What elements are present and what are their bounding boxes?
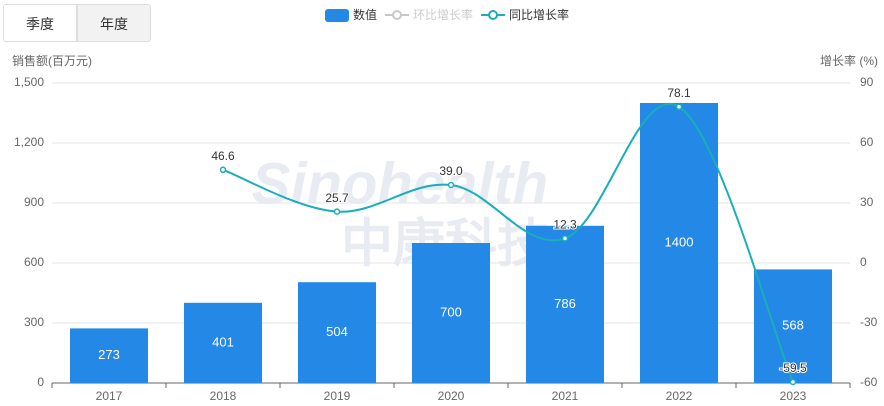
bar [70, 328, 148, 383]
bar-value-label: 504 [326, 324, 348, 339]
bar [754, 269, 832, 383]
line-value-label: -59.5 [779, 361, 807, 375]
tab[interactable]: 季度 [3, 4, 77, 42]
y-tick-label: 1,500 [14, 75, 44, 89]
line-point [789, 378, 797, 386]
y-axis-label: 销售额(百万元) [12, 53, 92, 68]
bar [184, 302, 262, 383]
line-point [675, 103, 683, 111]
y2-tick-label: -30 [860, 315, 878, 329]
x-tick-label: 2018 [210, 389, 237, 403]
y2-tick-label: 0 [860, 255, 867, 269]
x-tick-label: 2023 [780, 389, 807, 403]
bar [298, 282, 376, 383]
bar-value-label: 273 [98, 347, 120, 362]
y2-tick-label: 30 [860, 195, 874, 209]
line-value-label: 46.6 [211, 149, 235, 163]
bar-value-label: 1400 [665, 234, 694, 249]
bar [412, 243, 490, 383]
x-tick-label: 2017 [96, 389, 123, 403]
line-value-label: 12.3 [553, 218, 577, 232]
y-tick-label: 600 [24, 255, 44, 269]
tab[interactable]: 年度 [77, 4, 151, 42]
line-point [447, 181, 455, 189]
line-point [333, 208, 341, 215]
bar-value-label: 700 [440, 304, 462, 319]
x-tick-label: 2019 [324, 389, 351, 403]
bar [526, 225, 604, 383]
line-value-label: 78.1 [667, 86, 691, 100]
x-tick-label: 2022 [666, 389, 693, 403]
x-tick-label: 2020 [438, 389, 465, 403]
legend-label: 同比增长率 [509, 7, 569, 22]
bar-value-label: 568 [782, 318, 804, 333]
legend-swatch [325, 9, 349, 22]
y2-axis-label: 增长率 (%) [820, 53, 878, 68]
line-point [561, 235, 569, 242]
legend-label: 数值 [353, 7, 377, 22]
legend-label: 环比增长率 [413, 7, 473, 22]
y2-tick-label: 90 [860, 75, 874, 89]
y-tick-label: 0 [37, 375, 44, 389]
legend-swatch [392, 10, 403, 20]
bar [640, 103, 718, 383]
y-tick-label: 1,200 [14, 135, 44, 149]
line-value-label: 25.7 [325, 191, 349, 205]
line-value-label: 39.0 [439, 164, 463, 178]
y2-tick-label: -60 [860, 375, 878, 389]
bar-value-label: 786 [554, 296, 576, 311]
legend-swatch [488, 10, 499, 20]
line-point [219, 166, 227, 174]
y-tick-label: 300 [24, 315, 44, 329]
x-tick-label: 2021 [552, 389, 579, 403]
bar-value-label: 401 [212, 334, 234, 349]
y-tick-label: 900 [24, 195, 44, 209]
y2-tick-label: 60 [860, 135, 874, 149]
watermark: Sinohealth [252, 151, 548, 216]
